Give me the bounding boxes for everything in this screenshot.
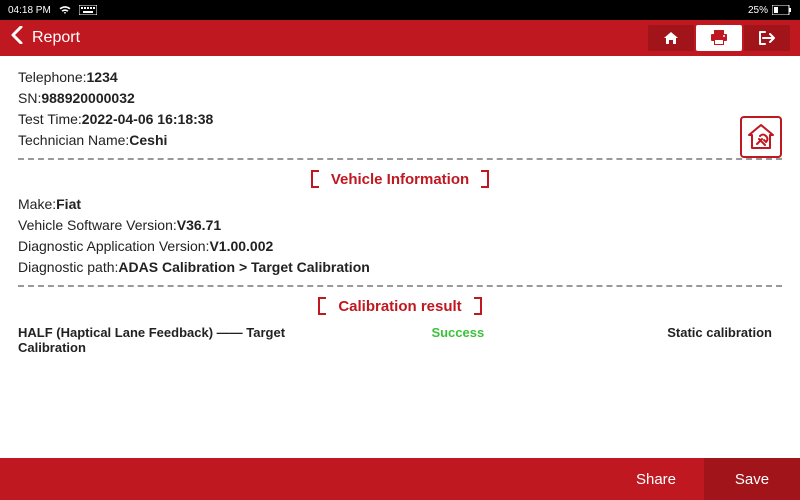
print-button[interactable] xyxy=(696,25,742,51)
technician-value: Ceshi xyxy=(129,132,167,148)
diagpath-label: Diagnostic path: xyxy=(18,259,118,275)
exit-button[interactable] xyxy=(744,25,790,51)
keyboard-icon xyxy=(79,5,97,15)
telephone-value: 1234 xyxy=(87,69,118,85)
calib-result-heading: Calibration result xyxy=(18,297,782,315)
status-bar: 04:18 PM 25% xyxy=(0,0,800,20)
diagapp-row: Diagnostic Application Version:V1.00.002 xyxy=(18,238,782,254)
sw-version-label: Vehicle Software Version: xyxy=(18,217,177,233)
bracket-right-icon xyxy=(479,170,489,188)
bracket-left-icon xyxy=(311,170,321,188)
bracket-left-icon xyxy=(318,297,328,315)
sw-version-row: Vehicle Software Version:V36.71 xyxy=(18,217,782,233)
bracket-right-icon xyxy=(472,297,482,315)
vehicle-info-heading: Vehicle Information xyxy=(18,170,782,188)
calib-item: HALF (Haptical Lane Feedback) —— Target … xyxy=(18,325,353,355)
make-label: Make: xyxy=(18,196,56,212)
sn-row: SN:988920000032 xyxy=(18,90,782,106)
calib-result-title: Calibration result xyxy=(332,298,467,315)
technician-row: Technician Name:Ceshi xyxy=(18,132,782,148)
back-button[interactable] xyxy=(10,26,24,50)
testtime-row: Test Time:2022-04-06 16:18:38 xyxy=(18,111,782,127)
divider-1 xyxy=(18,158,782,160)
make-value: Fiat xyxy=(56,196,81,212)
bottom-bar: Share Save xyxy=(0,458,800,500)
wifi-icon xyxy=(59,5,71,15)
sn-label: SN: xyxy=(18,90,41,106)
save-button[interactable]: Save xyxy=(704,458,800,500)
diagpath-value: ADAS Calibration > Target Calibration xyxy=(118,259,369,275)
divider-2 xyxy=(18,285,782,287)
battery-icon xyxy=(772,5,792,15)
testtime-label: Test Time: xyxy=(18,111,82,127)
page-title: Report xyxy=(32,29,80,47)
calibration-row: HALF (Haptical Lane Feedback) —— Target … xyxy=(18,325,782,355)
save-label: Save xyxy=(735,471,769,488)
make-row: Make:Fiat xyxy=(18,196,782,212)
title-bar: Report xyxy=(0,20,800,56)
calib-status: Success xyxy=(353,325,562,355)
diagpath-row: Diagnostic path:ADAS Calibration > Targe… xyxy=(18,259,782,275)
diagapp-label: Diagnostic Application Version: xyxy=(18,238,209,254)
telephone-row: Telephone:1234 xyxy=(18,69,782,85)
diagapp-value: V1.00.002 xyxy=(209,238,273,254)
share-button[interactable]: Share xyxy=(608,458,704,500)
technician-label: Technician Name: xyxy=(18,132,129,148)
calib-type: Static calibration xyxy=(563,325,782,355)
home-tools-icon[interactable] xyxy=(740,116,782,158)
status-battery-pct: 25% xyxy=(748,5,768,16)
report-content: Telephone:1234 SN:988920000032 Test Time… xyxy=(0,56,800,355)
home-button[interactable] xyxy=(648,25,694,51)
telephone-label: Telephone: xyxy=(18,69,87,85)
share-label: Share xyxy=(636,471,676,488)
sw-version-value: V36.71 xyxy=(177,217,221,233)
testtime-value: 2022-04-06 16:18:38 xyxy=(82,111,214,127)
sn-value: 988920000032 xyxy=(41,90,134,106)
status-time: 04:18 PM xyxy=(8,5,51,16)
vehicle-info-title: Vehicle Information xyxy=(325,171,475,188)
